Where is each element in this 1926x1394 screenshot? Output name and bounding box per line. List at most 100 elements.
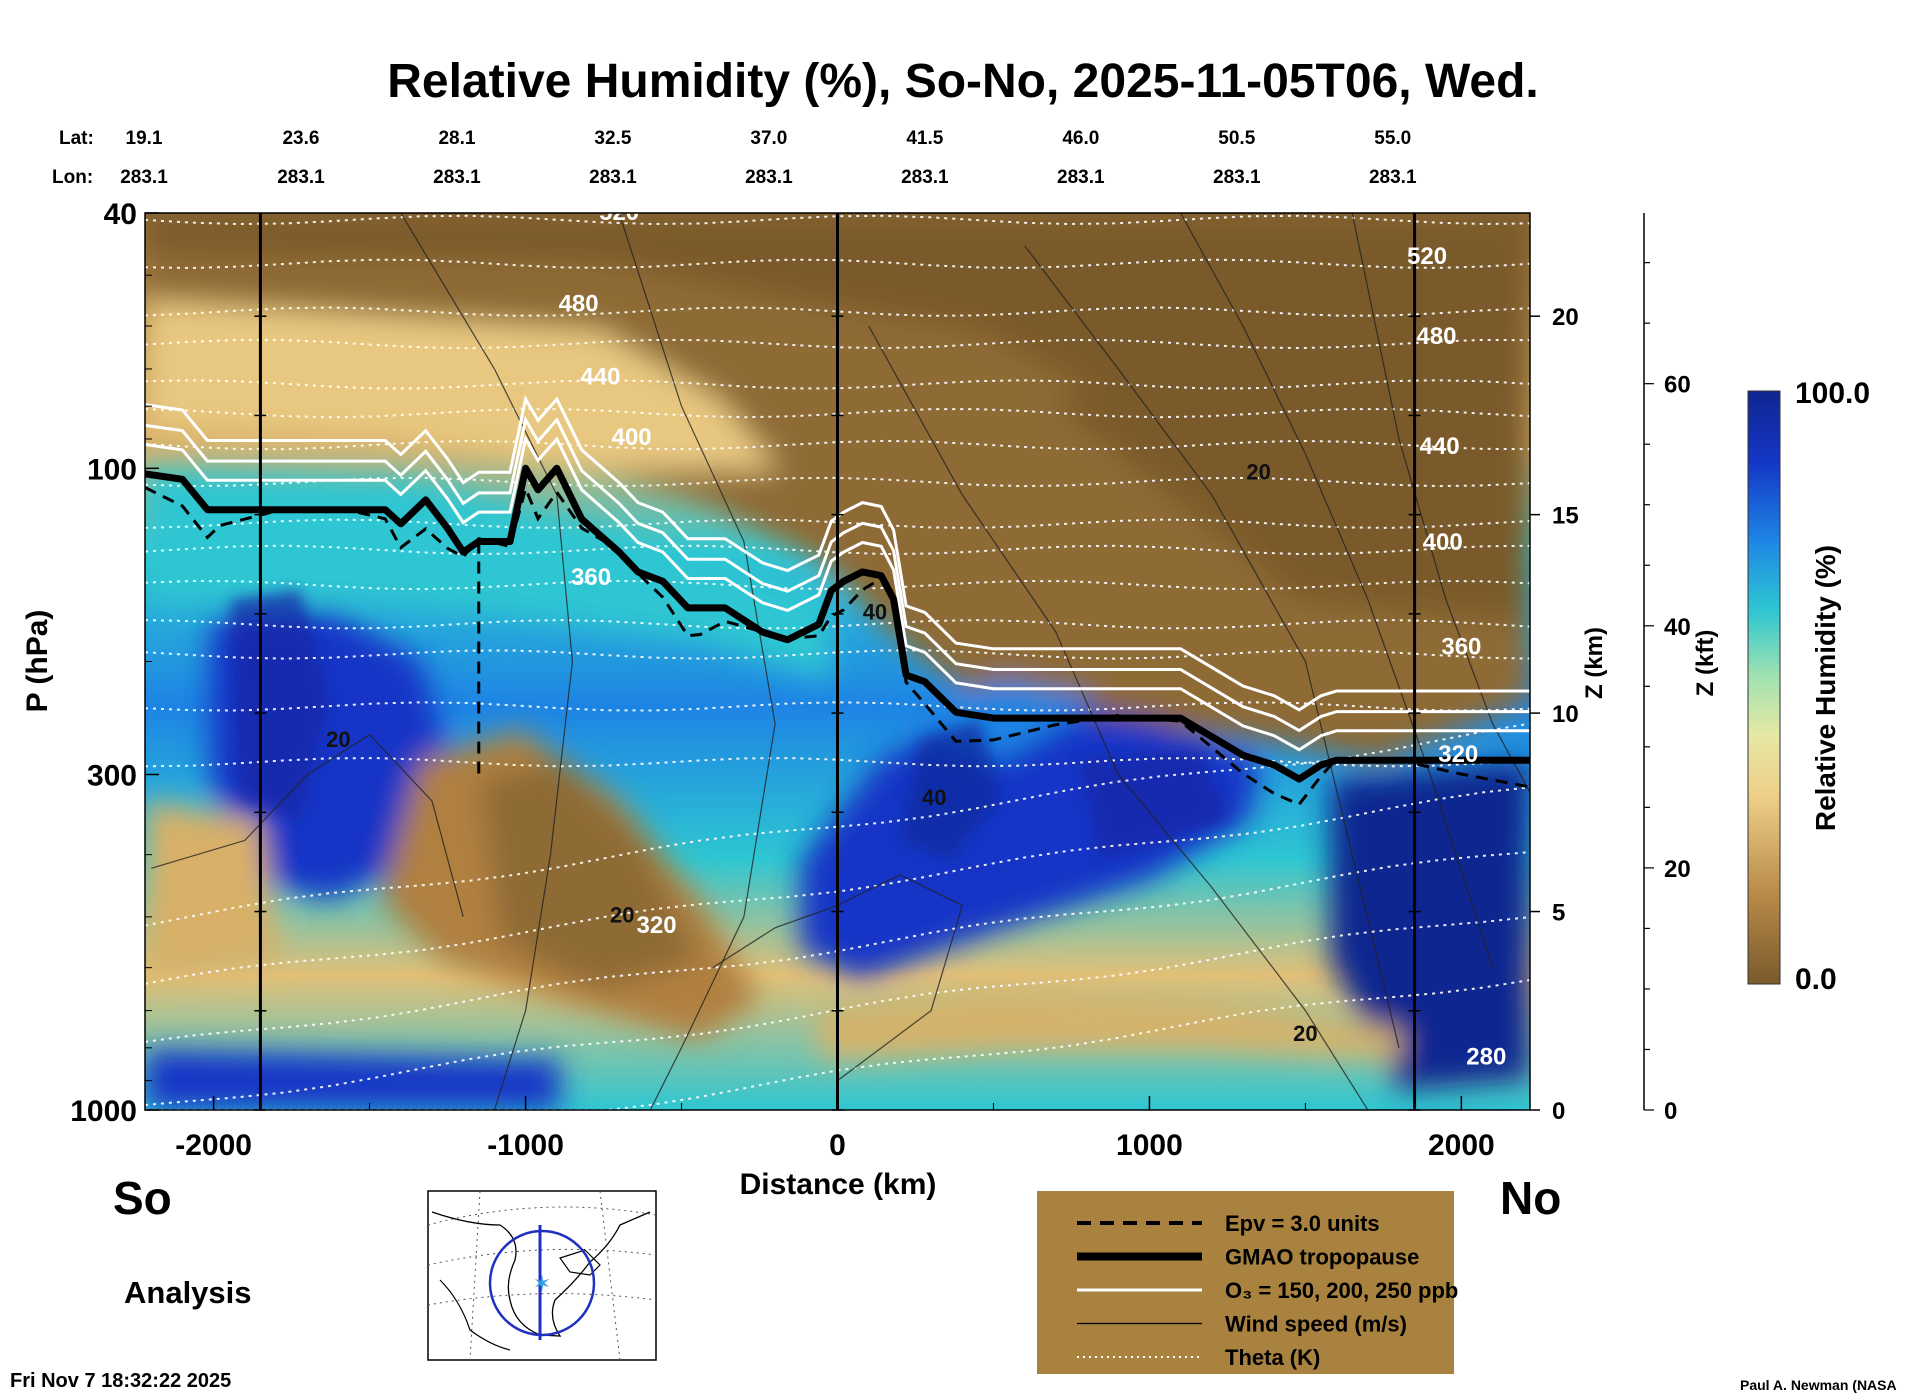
y-axis-title: P (hPa) <box>21 610 54 713</box>
wind-label: 40 <box>863 599 887 624</box>
x-tick-label: -2000 <box>175 1129 252 1162</box>
kft-tick-label: 40 <box>1664 614 1691 641</box>
theta-label: 520 <box>1407 243 1447 270</box>
theta-label: 400 <box>1423 529 1463 556</box>
theta-label: 280 <box>1466 1044 1506 1071</box>
wind-speed-line <box>1180 213 1494 968</box>
colorbar <box>1747 390 1781 985</box>
lon-value: 283.1 <box>589 167 637 188</box>
wind-speed-line <box>868 325 1369 1110</box>
theta-label: 320 <box>637 912 677 939</box>
theta-line <box>145 916 1530 1106</box>
theta-label: 360 <box>1441 633 1481 660</box>
lon-value: 283.1 <box>433 167 481 188</box>
wind-speed-line <box>712 874 964 1082</box>
lon-value: 283.1 <box>745 167 793 188</box>
lat-value: 32.5 <box>594 128 631 149</box>
wind-speed-line <box>400 213 574 1110</box>
wind-speed-line <box>1024 245 1400 1048</box>
x-axis-title: Distance (km) <box>740 1168 937 1201</box>
lat-value: 28.1 <box>438 128 475 149</box>
lat-value: 46.0 <box>1062 128 1099 149</box>
wind-label: 20 <box>610 902 634 927</box>
theta-label: 480 <box>1416 323 1456 350</box>
north-end-label: No <box>1500 1172 1561 1224</box>
lon-value: 283.1 <box>120 167 168 188</box>
lon-value: 283.1 <box>1057 167 1105 188</box>
lat-lon-row: 19.1 283.1 23.6 283.1 28.1 283.1 32.5 283.1 37.0… <box>120 128 1417 188</box>
z-kft-axis-title: Z (kft) <box>1692 630 1719 697</box>
theta-label: 360 <box>571 564 611 591</box>
legend-label: Epv = 3.0 units <box>1225 1211 1380 1236</box>
y-tick-label: 100 <box>87 453 137 486</box>
y-tick-label: 40 <box>104 198 137 231</box>
x-tick-label: 1000 <box>1116 1129 1183 1162</box>
tropopause-path <box>145 464 1530 783</box>
tropopause-line <box>145 464 1530 783</box>
legend-label: O₃ = 150, 200, 250 ppb <box>1225 1278 1458 1303</box>
x-tick-label: -1000 <box>487 1129 564 1162</box>
z-km-tick-label: 15 <box>1552 503 1579 530</box>
y-tick-label: 300 <box>87 759 137 792</box>
x-axis: -2000 -1000 0 1000 2000 <box>175 1096 1495 1162</box>
ozone-line <box>145 434 1530 752</box>
lon-value: 283.1 <box>1369 167 1417 188</box>
y-tick-label: 1000 <box>70 1095 137 1128</box>
kft-tick-label: 0 <box>1664 1098 1677 1125</box>
theta-label: 440 <box>1420 433 1460 460</box>
ozone-contours <box>145 394 1530 752</box>
wind-speed-line <box>618 213 776 1110</box>
legend-label: GMAO tropopause <box>1225 1245 1419 1270</box>
coordinate-vertical-lines <box>254 213 1421 1111</box>
credit-label: Paul A. Newman (NASA <box>1740 1377 1897 1393</box>
z-km-tick-label: 5 <box>1552 900 1565 927</box>
wind-label: 20 <box>1293 1021 1317 1046</box>
lat-value: 55.0 <box>1374 128 1411 149</box>
south-end-label: So <box>113 1172 172 1224</box>
lat-value: 23.6 <box>282 128 319 149</box>
colorbar-max-label: 100.0 <box>1795 377 1870 410</box>
analysis-label: Analysis <box>124 1275 252 1310</box>
chart-title: Relative Humidity (%), So-No, 2025-11-05… <box>387 55 1538 108</box>
lon-value: 283.1 <box>1213 167 1261 188</box>
wind-label: 20 <box>326 727 350 752</box>
ozone-line <box>145 394 1530 712</box>
wind-speed-contours <box>151 213 1530 1110</box>
z-km-tick-label: 10 <box>1552 701 1579 728</box>
timestamp: Fri Nov 7 18:32:22 2025 <box>10 1370 231 1392</box>
y-axis-z-kft: 0 20 40 60 <box>1643 213 1691 1125</box>
lat-value: 50.5 <box>1218 128 1255 149</box>
theta-line <box>145 786 1530 985</box>
colorbar-title: Relative Humidity (%) <box>1810 545 1841 831</box>
legend-label: Theta (K) <box>1225 1345 1320 1370</box>
theta-label: 440 <box>580 363 620 390</box>
kft-tick-label: 20 <box>1664 856 1691 883</box>
y-axis-z-km: 0 5 10 15 20 <box>1530 304 1579 1125</box>
lon-value: 283.1 <box>277 167 325 188</box>
wind-speed-line <box>151 733 464 917</box>
wind-label: 40 <box>922 785 946 810</box>
theta-label: 320 <box>1438 741 1478 768</box>
legend-label: Wind speed (m/s) <box>1225 1312 1407 1337</box>
theta-line <box>145 722 1530 927</box>
x-tick-label: 2000 <box>1428 1129 1495 1162</box>
lat-value: 37.0 <box>750 128 787 149</box>
colorbar-min-label: 0.0 <box>1795 963 1837 996</box>
z-km-axis-title: Z (km) <box>1581 627 1608 699</box>
theta-label: 480 <box>559 291 599 318</box>
z-km-tick-label: 0 <box>1552 1098 1565 1125</box>
lon-value: 283.1 <box>901 167 949 188</box>
wind-speed-line <box>1351 213 1530 793</box>
y-axis-pressure: 40 100 300 1000 <box>70 198 159 1128</box>
star-icon: ✶ <box>533 1272 551 1297</box>
wind-label: 20 <box>1246 459 1270 484</box>
lat-value: 19.1 <box>126 128 163 149</box>
kft-tick-label: 60 <box>1664 372 1691 399</box>
z-km-tick-label: 20 <box>1552 304 1579 331</box>
contour-labels: 5204804404003603205204804404003603202802… <box>326 199 1506 1071</box>
lat-value: 41.5 <box>906 128 943 149</box>
theta-line <box>145 979 1530 1110</box>
theta-label: 400 <box>612 424 652 451</box>
legend: Epv = 3.0 units GMAO tropopause O₃ = 150, … <box>1037 1191 1458 1374</box>
